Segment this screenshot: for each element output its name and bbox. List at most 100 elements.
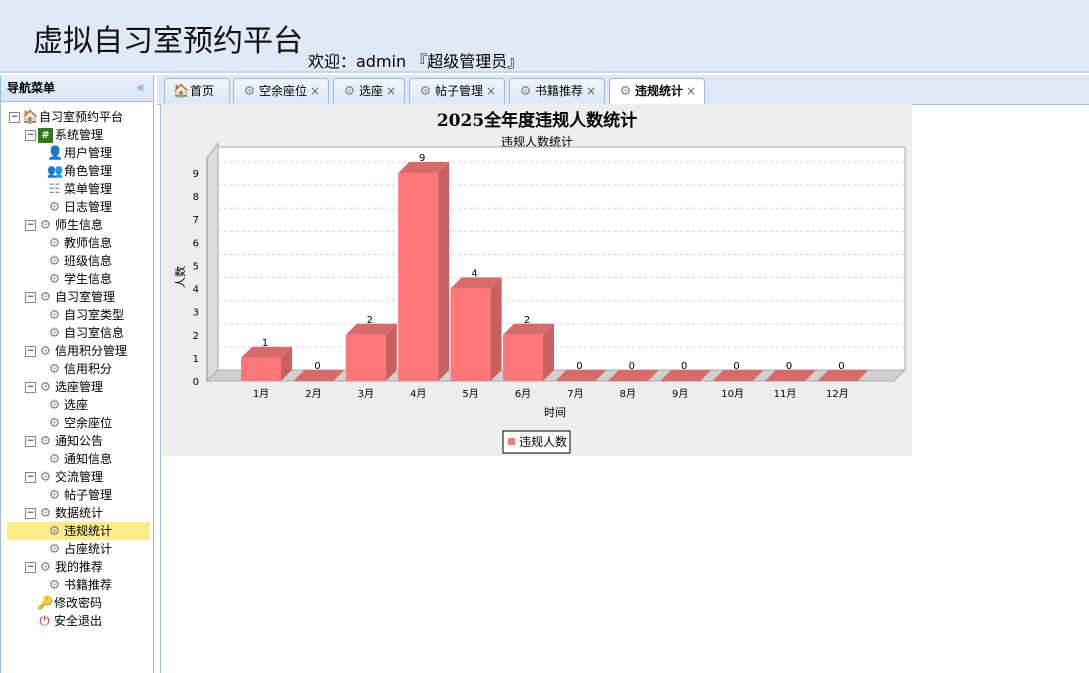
sidebar-item[interactable]: − ⚙ 通知公告 [25,432,103,450]
sidebar-item-label: 修改密码 [54,596,103,610]
collapse-toggle-icon[interactable]: − [25,508,36,519]
sidebar-item-label: 师生信息 [55,218,104,232]
sidebar-item-label: 空余座位 [64,416,113,430]
sidebar-item[interactable]: ⚙ 自习室信息 [47,324,124,342]
welcome-text: 欢迎：admin 『超级管理员』 [308,52,524,71]
tab-0[interactable]: 🏠首页 [164,78,230,103]
tab-3[interactable]: ⚙ 帖子管理 × [409,78,505,103]
gear-icon: ⚙ [48,524,61,539]
sidebar-item[interactable]: ⚙ 班级信息 [47,252,112,270]
x-tick-label: 10月 [721,388,744,400]
tab-4[interactable]: ⚙ 书籍推荐 × [509,78,605,103]
home-icon: 🏠 [173,84,190,99]
y-tick-label: 9 [193,169,199,180]
close-icon[interactable]: × [486,84,497,98]
bar [241,357,281,381]
x-tick-label: 4月 [410,388,426,400]
gear-icon: ⚙ [48,488,61,503]
sidebar-item[interactable]: − ⚙ 数据统计 [25,504,103,522]
close-icon[interactable]: × [686,84,697,98]
data-label: 0 [733,361,739,372]
close-icon[interactable]: × [310,84,321,98]
sidebar-item[interactable]: ⚙ 占座统计 [47,540,112,558]
y-tick-label: 1 [193,354,199,365]
sidebar-item[interactable]: ⚙ 书籍推荐 [47,576,112,594]
sidebar: 导航菜单 « − 🏠自习室预约平台 − # 系统管理 👤用户管理 👥角色管理 ☷ 菜单管理 ⚙ 日志… [0,75,154,673]
bar [503,334,543,381]
bar-top [555,370,607,381]
x-tick-label: 9月 [672,388,688,400]
gear-icon: ⚙ [48,272,61,287]
data-label: 1 [262,338,268,349]
collapse-toggle-icon[interactable]: − [25,220,36,231]
sidebar-item[interactable]: 🔑修改密码 [37,594,102,612]
close-icon[interactable]: × [586,84,597,98]
sidebar-item[interactable]: ⚙ 日志管理 [47,198,112,216]
sidebar-item[interactable]: − ⚙ 信用积分管理 [25,342,127,360]
collapse-toggle-icon[interactable]: − [9,112,20,123]
gear-icon: ⚙ [243,84,256,99]
sidebar-item-label: 选座管理 [55,380,104,394]
bar-top [607,370,659,381]
tab-2[interactable]: ⚙ 选座 × [333,78,405,103]
collapse-toggle-icon[interactable]: − [25,472,36,483]
tab-label: 违规统计 [635,84,684,98]
collapse-toggle-icon[interactable]: − [25,382,36,393]
sidebar-header: 导航菜单 « [1,75,153,102]
sidebar-item-label: 我的推荐 [55,560,104,574]
data-label: 0 [786,361,792,372]
sidebar-item[interactable]: ☷ 菜单管理 [47,180,112,198]
sidebar-item[interactable]: − ⚙ 选座管理 [25,378,103,396]
collapse-toggle-icon[interactable]: − [25,436,36,447]
home-icon: 🏠 [22,110,39,125]
sidebar-item-label: 日志管理 [64,200,113,214]
close-icon[interactable]: × [386,84,397,98]
gear-icon: ⚙ [39,560,52,575]
collapse-toggle-icon[interactable]: − [25,346,36,357]
gear-icon: ⚙ [48,398,61,413]
sidebar-item[interactable]: 👤用户管理 [47,144,112,162]
bar-top [293,370,345,381]
sidebar-item[interactable]: ⚙ 违规统计 [7,522,150,540]
sidebar-item[interactable]: − # 系统管理 [25,126,103,144]
sidebar-item-label: 安全退出 [54,614,103,628]
bar-top [241,346,292,358]
sidebar-item[interactable]: − ⚙ 自习室管理 [25,288,115,306]
sidebar-item[interactable]: ⚙ 选座 [47,396,88,414]
sidebar-item-label: 信用积分管理 [55,344,128,358]
sidebar-item[interactable]: ⚙ 空余座位 [47,414,112,432]
bar [450,288,491,381]
sidebar-item[interactable]: ⚙ 学生信息 [47,270,112,288]
tab-5[interactable]: ⚙ 违规统计 × [609,78,705,105]
gear-icon: ⚙ [39,218,52,233]
bar-chart: 2025全年度违规人数统计违规人数统计0123456789人数11月02月23月… [174,110,907,454]
sidebar-item-label: 数据统计 [55,506,104,520]
sidebar-item[interactable]: ⚙ 信用积分 [47,360,112,378]
collapse-toggle-icon[interactable]: − [25,292,36,303]
sidebar-item[interactable]: ⚙ 教师信息 [47,234,112,252]
app-title: 虚拟自习室预约平台 [33,24,303,59]
sidebar-item[interactable]: ⚙ 帖子管理 [47,486,112,504]
sidebar-item[interactable]: − 🏠自习室预约平台 [9,108,123,126]
double-chevron-left-icon[interactable]: « [136,80,145,96]
collapse-toggle-icon[interactable]: − [25,130,36,141]
sidebar-item[interactable]: − ⚙ 交流管理 [25,468,103,486]
y-tick-label: 4 [193,285,199,296]
data-label: 2 [524,315,530,326]
sidebar-item-label: 角色管理 [64,164,113,178]
bar-side [543,323,554,381]
exit-icon: ⏻ [39,614,50,629]
sidebar-item[interactable]: − ⚙ 师生信息 [25,216,103,234]
data-label: 0 [629,361,635,372]
sidebar-item[interactable]: 👥角色管理 [47,162,112,180]
bar-side [281,346,292,381]
sidebar-item[interactable]: − ⚙ 我的推荐 [25,558,103,576]
collapse-toggle-icon[interactable]: − [25,562,36,573]
sidebar-item-label: 信用积分 [64,362,113,376]
bar-top [345,323,397,335]
sidebar-item-label: 选座 [64,398,89,412]
sidebar-item[interactable]: ⏻ 安全退出 [37,612,102,630]
sidebar-item[interactable]: ⚙ 自习室类型 [47,306,124,324]
sidebar-item[interactable]: ⚙ 通知信息 [47,450,112,468]
tab-1[interactable]: ⚙ 空余座位 × [233,78,329,103]
